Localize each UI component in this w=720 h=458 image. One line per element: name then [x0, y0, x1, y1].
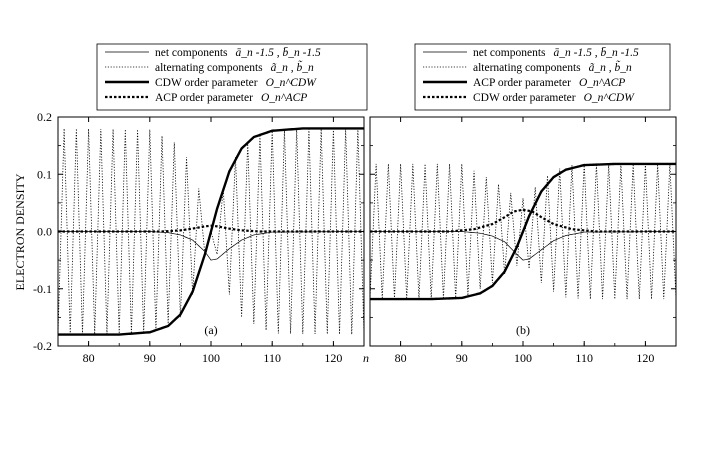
legend-label: alternating components ã_n , b̃_n [155, 60, 314, 74]
legend-label: CDW order parameter O_n^CDW [473, 92, 635, 104]
panel-label: (a) [204, 323, 217, 337]
legend-math: ā_n -1.5 , b̄_n -1.5 [554, 46, 640, 59]
legend-name: CDW order parameter [155, 77, 258, 89]
x-tick-label: 120 [636, 351, 654, 365]
y-tick-label: -0.2 [33, 339, 52, 353]
legend-box [96, 43, 368, 111]
legend-math: O_n^ACP [579, 77, 625, 89]
y-tick-label: 0.0 [37, 225, 52, 239]
x-tick-label: 100 [514, 351, 532, 365]
legend-name: net components [155, 47, 228, 59]
x-tick-label: 120 [324, 351, 342, 365]
legend-name: net components [473, 47, 546, 59]
x-axis-title: n [363, 351, 369, 365]
legend-label: net components ā_n -1.5 , b̄_n -1.5 [155, 46, 321, 59]
y-tick-label: 0.1 [37, 167, 52, 181]
series-order-parameter-solid [58, 127, 364, 336]
series-order-parameter-dashed [370, 208, 676, 233]
legend: net components ā_n -1.5 , b̄_n -1.5altern… [96, 43, 368, 111]
legend-name: ACP order parameter [473, 77, 571, 89]
x-tick-label: 90 [456, 351, 468, 365]
plot-area [58, 127, 364, 336]
legend-math: ã_n , b̃_n [589, 60, 632, 74]
x-tick-label: 80 [395, 351, 407, 365]
legend-label: ACP order parameter O_n^ACP [473, 77, 625, 89]
legend-math: O_n^CDW [584, 92, 636, 104]
series-alternating-components [370, 163, 676, 300]
y-tick-label: -0.1 [33, 282, 52, 296]
legend: net components ā_n -1.5 , b̄_n -1.5altern… [414, 43, 671, 111]
legend-label: alternating components ã_n , b̃_n [473, 60, 632, 74]
series-net-components [370, 231, 676, 261]
x-tick-label: 90 [144, 351, 156, 365]
chart-panel-b: 80 90 100 110 120 (b) net components ā_n -1.5 ,… [369, 43, 677, 365]
legend-math: ã_n , b̃_n [271, 60, 314, 74]
y-axis-title: ELECTRON DENSITY [13, 173, 27, 290]
legend-name: CDW order parameter [473, 92, 576, 104]
legend-math: ā_n -1.5 , b̄_n -1.5 [236, 46, 322, 59]
legend-math: O_n^CDW [266, 77, 318, 89]
panel-label: (b) [516, 323, 530, 337]
x-tick-label: 110 [575, 351, 593, 365]
series-order-parameter-solid [370, 162, 676, 301]
legend-name: ACP order parameter [155, 92, 253, 104]
legend-name: alternating components [155, 62, 263, 74]
legend-box [414, 43, 671, 111]
x-tick-label: 100 [202, 351, 220, 365]
x-tick-label: 80 [83, 351, 95, 365]
plot-area [370, 162, 676, 301]
series-order-parameter-dashed [58, 224, 364, 233]
legend-label: CDW order parameter O_n^CDW [155, 77, 317, 89]
legend-math: O_n^ACP [261, 92, 307, 104]
chart-panel-a: 80 90 100 110 120 -0.2 -0.1 0.0 0.1 0.2 (a) net com… [33, 43, 368, 365]
legend-label: net components ā_n -1.5 , b̄_n -1.5 [473, 46, 639, 59]
y-tick-label: 0.2 [37, 110, 52, 124]
x-tick-label: 110 [263, 351, 281, 365]
legend-name: alternating components [473, 62, 581, 74]
legend-label: ACP order parameter O_n^ACP [155, 92, 307, 104]
